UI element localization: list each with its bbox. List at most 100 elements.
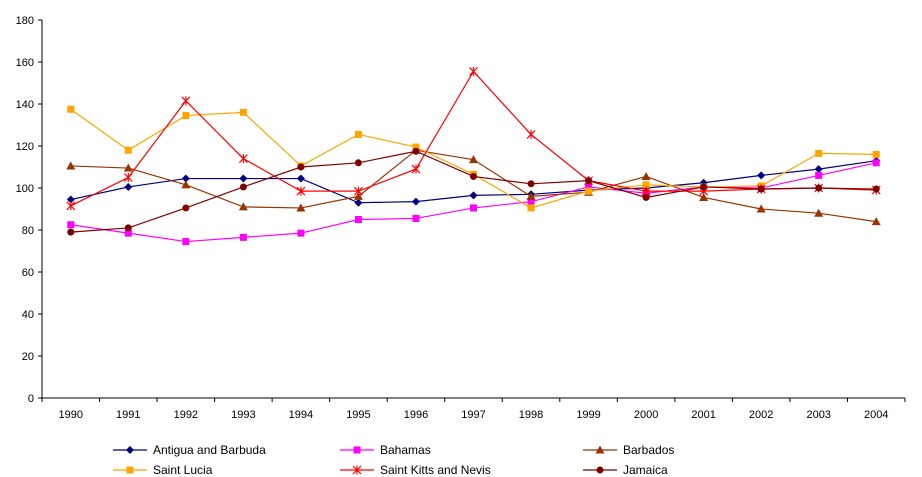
data-point xyxy=(124,224,132,232)
data-point xyxy=(641,171,651,180)
data-point xyxy=(67,105,75,113)
data-point xyxy=(527,204,535,212)
data-point xyxy=(124,229,132,237)
y-tick-label: 180 xyxy=(16,15,34,27)
data-point xyxy=(527,198,535,206)
legend-label: Jamaica xyxy=(623,463,668,477)
data-point xyxy=(239,108,247,116)
data-point xyxy=(124,146,132,154)
data-point xyxy=(585,183,593,191)
data-point xyxy=(123,163,133,172)
data-point xyxy=(526,129,536,139)
y-tick-label: 100 xyxy=(16,183,34,195)
legend-item: Saint Lucia xyxy=(113,463,213,477)
data-point xyxy=(872,159,880,167)
data-point xyxy=(66,195,75,204)
data-point xyxy=(297,229,305,237)
y-tick-label: 60 xyxy=(22,267,34,279)
data-point xyxy=(67,228,75,236)
x-tick-label: 1998 xyxy=(519,409,543,421)
data-point xyxy=(353,191,363,200)
data-point xyxy=(296,186,306,196)
data-point xyxy=(297,163,305,171)
legend-marker xyxy=(353,446,361,454)
data-point xyxy=(642,181,650,189)
data-point xyxy=(354,159,362,167)
series-bahamas xyxy=(67,159,880,246)
legend-marker xyxy=(126,446,134,454)
data-point xyxy=(67,221,75,229)
data-point xyxy=(296,203,306,212)
legend-label: Saint Lucia xyxy=(153,463,213,477)
data-point xyxy=(412,147,420,155)
x-tick-label: 2003 xyxy=(806,409,830,421)
series-antigua-and-barbuda xyxy=(66,156,881,207)
data-point xyxy=(527,180,535,188)
x-tick-label: 2000 xyxy=(634,409,658,421)
data-point xyxy=(182,112,190,120)
data-point xyxy=(815,171,823,179)
x-tick-label: 1991 xyxy=(116,409,140,421)
data-point xyxy=(412,214,420,222)
x-tick-label: 2002 xyxy=(749,409,773,421)
y-tick-label: 140 xyxy=(16,99,34,111)
data-point xyxy=(354,186,363,196)
legend-item: Antigua and Barbuda xyxy=(113,443,266,457)
data-point xyxy=(699,192,709,201)
axes: 0 20 40 60 80 100 120 140 160 180 1990 1991 1992 1993… xyxy=(16,15,906,421)
data-point xyxy=(182,238,190,246)
data-point xyxy=(181,96,191,106)
data-point xyxy=(700,183,708,191)
legend-label: Saint Kitts and Nevis xyxy=(380,463,491,477)
data-point xyxy=(411,197,420,206)
series-layer xyxy=(66,66,881,246)
data-point xyxy=(411,164,421,174)
data-point xyxy=(296,174,305,183)
data-point xyxy=(585,177,593,185)
legend-item: Barbados xyxy=(583,443,674,457)
data-point xyxy=(239,183,247,191)
data-point xyxy=(239,233,247,241)
y-tick-label: 120 xyxy=(16,141,34,153)
data-point xyxy=(814,208,824,217)
legend-marker xyxy=(126,466,134,474)
data-point xyxy=(871,217,881,226)
data-point xyxy=(354,130,362,138)
data-point xyxy=(526,191,536,200)
legend-item: Jamaica xyxy=(583,463,668,477)
data-point xyxy=(354,198,363,207)
data-point xyxy=(124,182,133,191)
data-point xyxy=(469,66,478,76)
data-point xyxy=(181,180,191,189)
data-point xyxy=(182,204,190,212)
y-tick-label: 40 xyxy=(22,309,34,321)
x-tick-label: 1992 xyxy=(174,409,198,421)
x-tick-label: 1993 xyxy=(231,409,255,421)
data-point xyxy=(872,185,880,193)
legend-marker xyxy=(352,465,362,475)
data-point xyxy=(469,191,478,200)
data-point xyxy=(354,216,362,223)
data-point xyxy=(412,143,420,151)
legend-marker xyxy=(596,466,604,474)
data-point xyxy=(757,171,766,180)
data-point xyxy=(815,149,823,157)
data-point xyxy=(585,187,593,195)
legend-label: Antigua and Barbuda xyxy=(153,443,266,457)
legend-item: Bahamas xyxy=(340,443,431,457)
data-point xyxy=(470,204,477,212)
y-tick-label: 0 xyxy=(28,393,34,405)
data-point xyxy=(469,155,478,164)
data-point xyxy=(757,185,765,193)
x-tick-label: 1994 xyxy=(289,409,313,421)
legend: Antigua and Barbuda Bahamas Barbados Saint … xyxy=(113,443,674,477)
y-tick-label: 80 xyxy=(22,225,34,237)
x-tick-label: 1995 xyxy=(346,409,370,421)
data-point xyxy=(123,173,133,182)
data-point xyxy=(872,150,880,158)
legend-label: Bahamas xyxy=(380,443,431,457)
data-point xyxy=(238,202,248,211)
series-jamaica xyxy=(67,147,880,236)
x-tick-label: 2001 xyxy=(691,409,715,421)
